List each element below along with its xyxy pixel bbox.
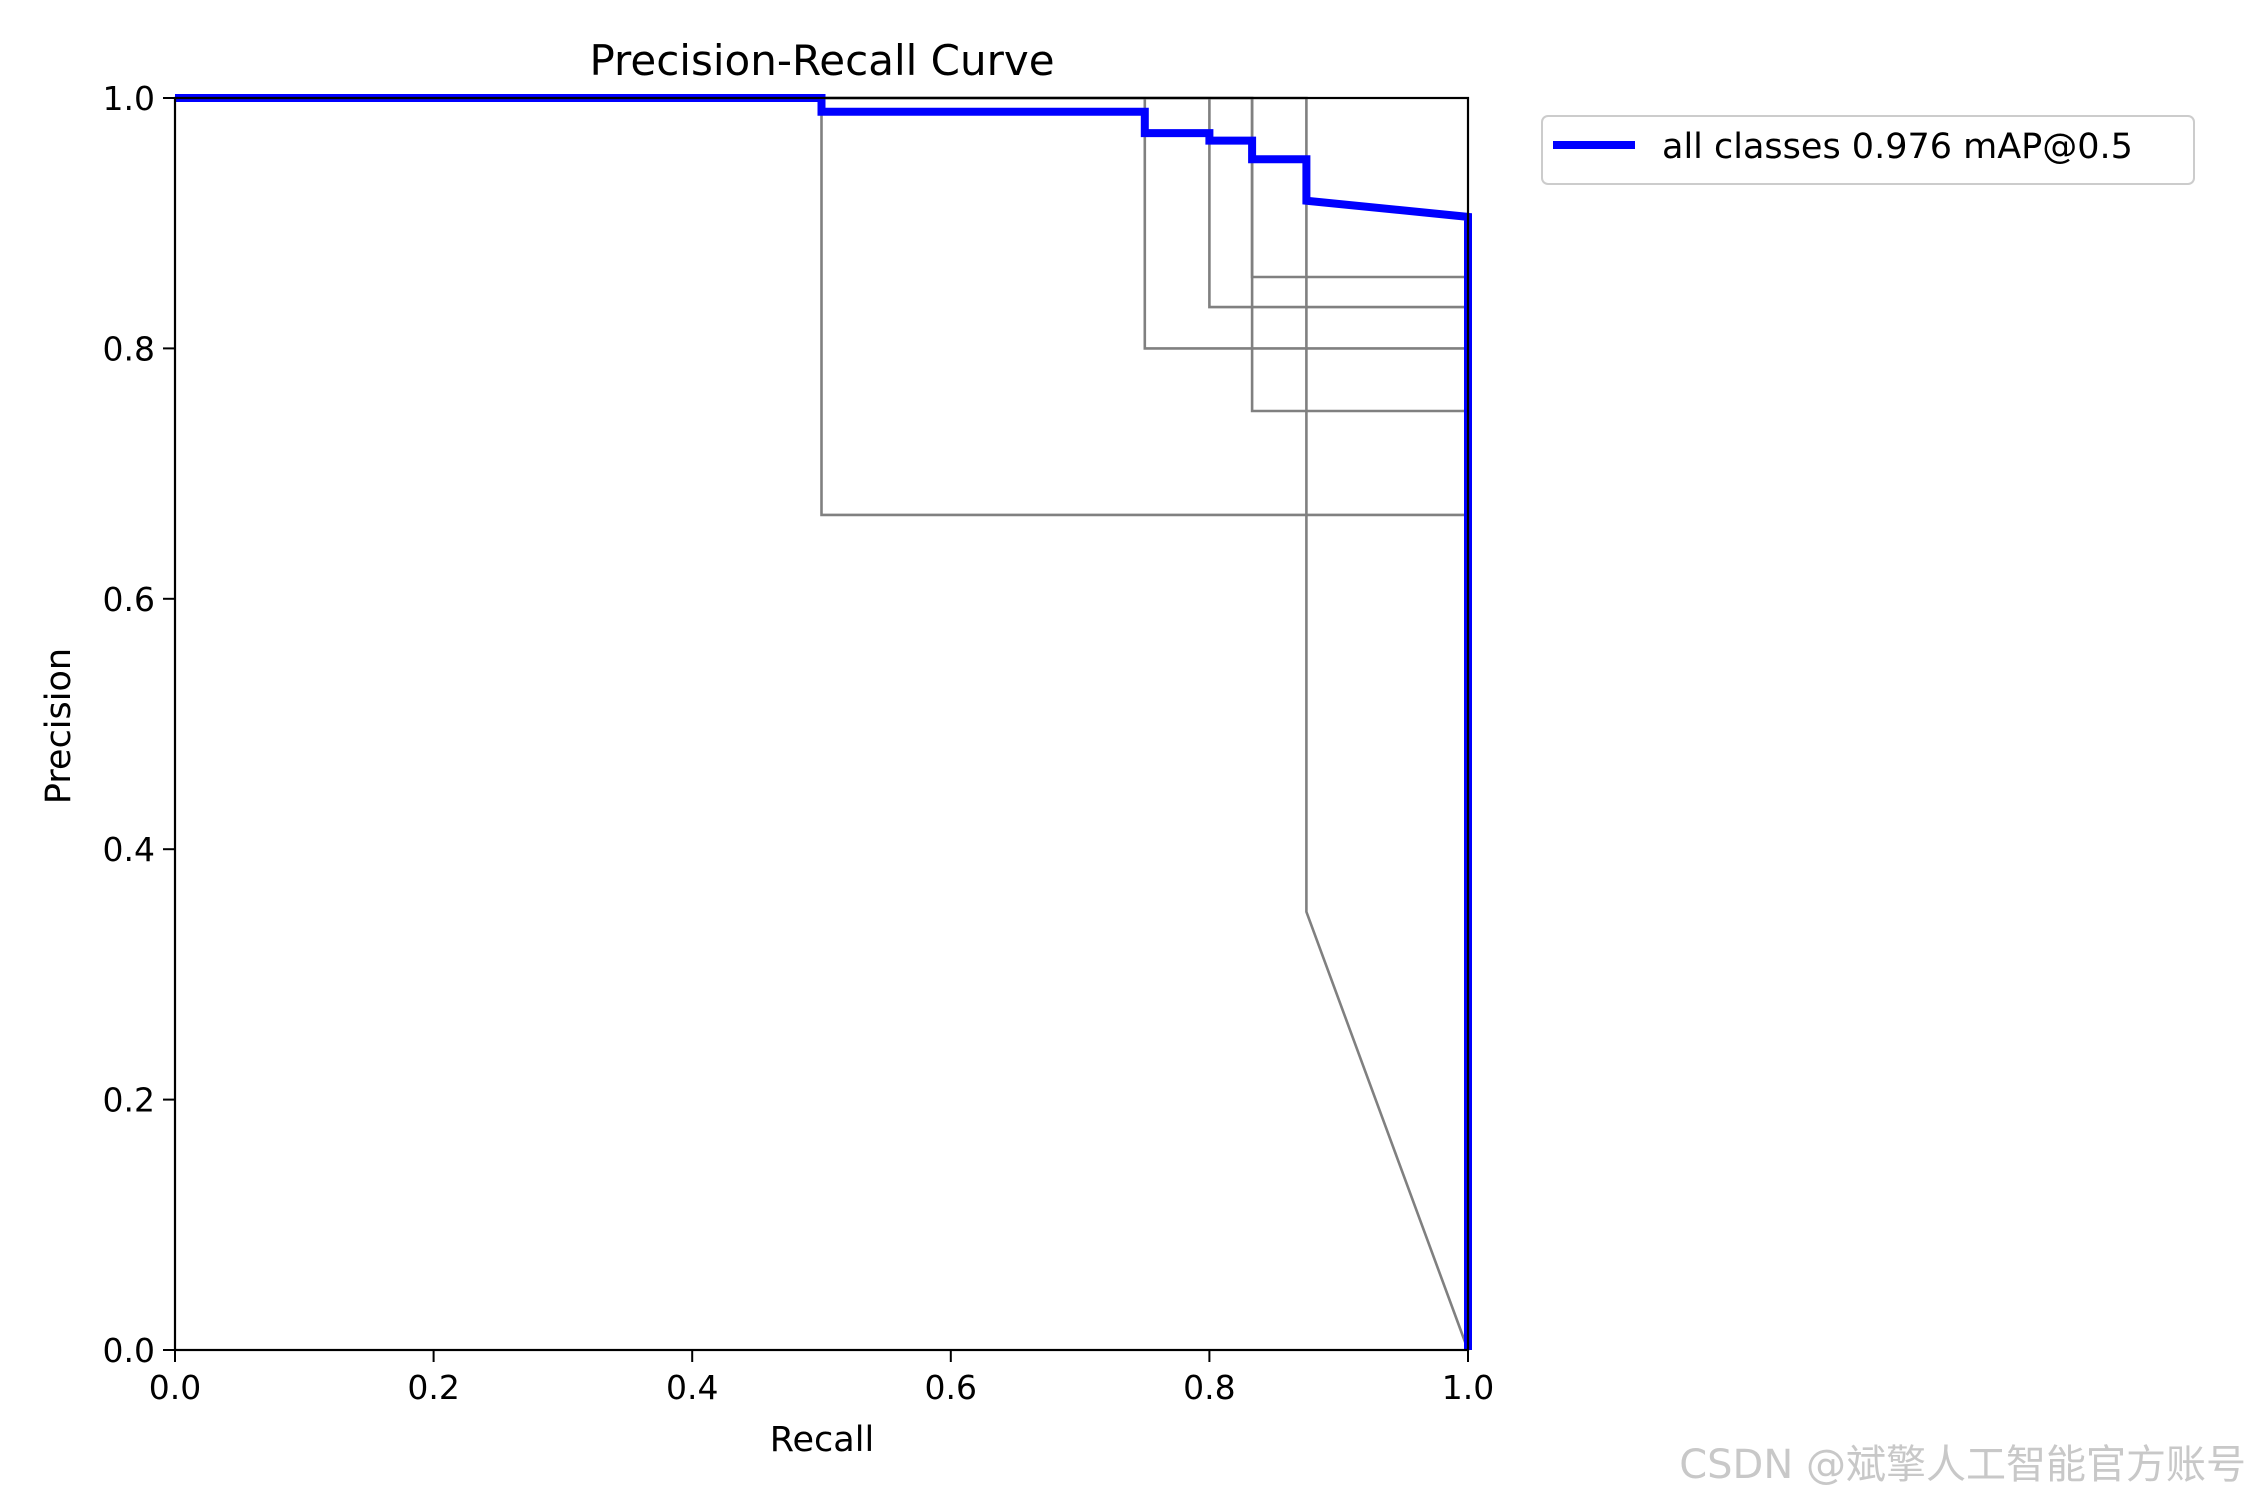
legend-box	[1541, 115, 2195, 185]
x-axis-ticks: 0.0 0.2 0.4 0.6 0.8 1.0	[149, 1350, 1494, 1407]
x-axis-title: Recall	[770, 1420, 874, 1460]
x-tick-label: 0.4	[666, 1368, 718, 1407]
y-tick-label: 0.0	[103, 1331, 155, 1370]
y-tick-label: 0.6	[103, 580, 155, 619]
y-tick-label: 0.2	[103, 1081, 155, 1120]
chart-title: Precision-Recall Curve	[589, 36, 1054, 85]
legend: all classes 0.976 mAP@0.5	[1541, 115, 2195, 185]
x-tick-label: 0.8	[1183, 1368, 1235, 1407]
y-tick-label: 0.4	[103, 830, 155, 869]
x-tick-label: 0.0	[149, 1368, 201, 1407]
watermark: CSDN @斌擎人工智能官方账号	[1679, 1442, 2246, 1488]
x-tick-label: 0.6	[925, 1368, 977, 1407]
y-tick-label: 0.8	[103, 329, 155, 368]
y-axis-title: Precision	[39, 648, 79, 804]
legend-label-all-classes: all classes 0.976 mAP@0.5	[1662, 127, 2133, 167]
y-tick-label: 1.0	[103, 79, 155, 118]
y-axis-ticks: 0.0 0.2 0.4 0.6 0.8 1.0	[103, 79, 175, 1370]
plot-frame	[173, 96, 1470, 1352]
x-tick-label: 1.0	[1442, 1368, 1494, 1407]
x-tick-label: 0.2	[407, 1368, 459, 1407]
series-line-all-classes	[175, 94, 1472, 1350]
